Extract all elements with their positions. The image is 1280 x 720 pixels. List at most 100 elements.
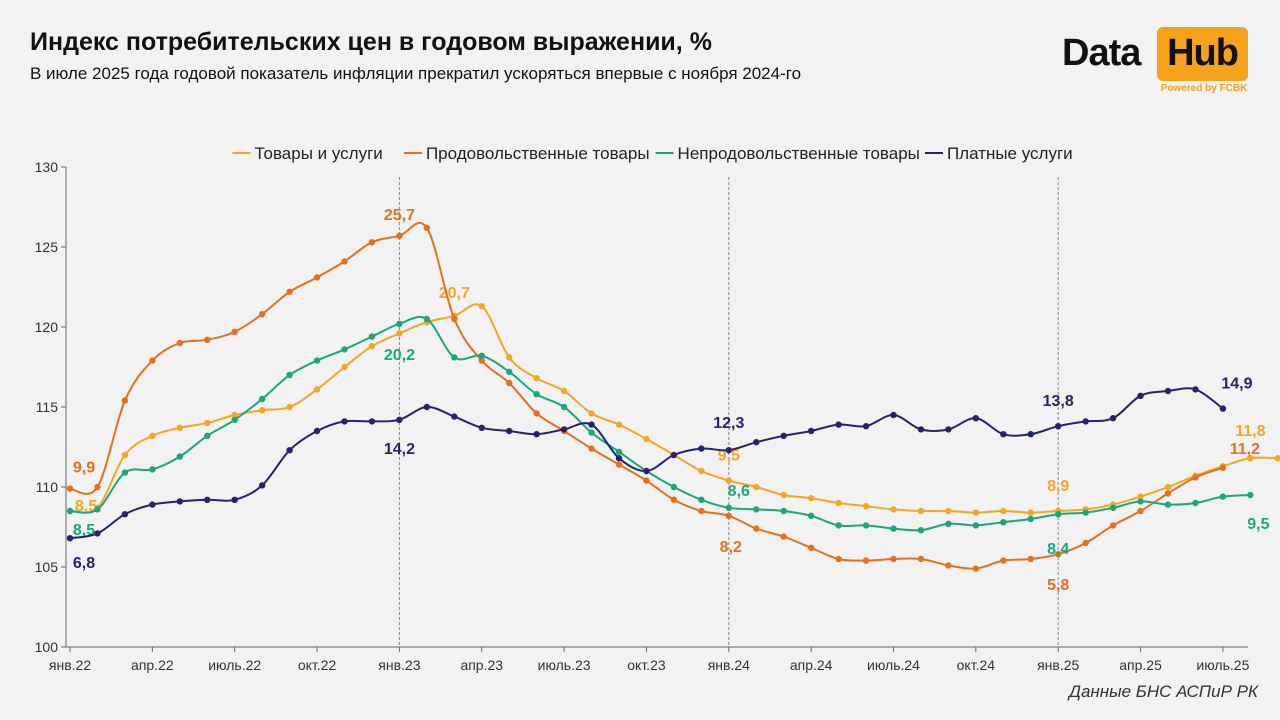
data-point [423, 315, 431, 323]
data-point [725, 504, 732, 511]
data-point [1109, 415, 1117, 422]
data-point [972, 522, 980, 529]
data-point [1137, 392, 1144, 399]
data-point [1219, 493, 1227, 500]
data-point [204, 432, 211, 439]
data-point [121, 511, 129, 518]
data-point [588, 429, 595, 436]
data-point [1247, 491, 1254, 499]
data-point [66, 485, 74, 492]
data-point [753, 525, 760, 532]
data-point [176, 498, 183, 505]
logo-word-hub: Hub [1167, 32, 1239, 74]
data-point [615, 461, 623, 468]
data-label: 9,9 [73, 460, 95, 477]
data-point [1027, 555, 1034, 563]
page-subtitle: В июле 2025 года годовой показатель инфл… [30, 64, 802, 83]
data-label: 11,2 [1230, 441, 1260, 458]
data-point [1027, 431, 1034, 438]
data-point [451, 413, 458, 420]
data-point [149, 357, 156, 364]
x-tick-label: июль.25 [1196, 657, 1249, 673]
data-point [506, 354, 513, 361]
data-point [121, 397, 129, 404]
data-point [698, 467, 705, 475]
data-point [121, 469, 129, 476]
data-point [176, 339, 183, 347]
data-label: 9,5 [718, 448, 740, 465]
data-point [780, 507, 787, 515]
data-point [506, 368, 513, 375]
data-label: 8,2 [720, 539, 742, 556]
data-point [890, 411, 897, 419]
x-tick-label: апр.22 [131, 657, 174, 673]
data-point [258, 407, 266, 414]
legend: Товары и услуги Продовольственные товары Н… [232, 144, 1073, 163]
data-point [533, 410, 540, 417]
data-point [560, 403, 568, 411]
series-2: 9,9 25,7 8,2 5,8 11,2 [66, 207, 1260, 594]
data-point [66, 507, 74, 515]
data-point [753, 483, 760, 491]
data-point [945, 562, 952, 569]
y-tick-label: 120 [35, 319, 59, 335]
data-point [835, 421, 842, 428]
data-point [1109, 522, 1117, 529]
data-point [1219, 464, 1227, 471]
data-label: 14,2 [384, 441, 415, 458]
data-point [176, 453, 183, 460]
series-1: 8,5 20,7 9,5 8,9 11,8 [66, 285, 1280, 516]
logo-hub-box: Hub [1157, 27, 1248, 81]
data-point [368, 239, 376, 246]
data-point [1109, 504, 1117, 511]
x-tick-label: окт.23 [627, 657, 666, 673]
data-label: 14,9 [1221, 376, 1252, 393]
data-point [890, 506, 897, 513]
data-point [478, 303, 485, 310]
data-point [396, 320, 403, 327]
data-point [890, 525, 897, 532]
x-tick-label: янв.24 [708, 657, 750, 673]
data-point [725, 477, 732, 484]
data-point [698, 445, 705, 452]
data-point [258, 395, 266, 403]
data-point [807, 427, 815, 435]
data-point [1192, 474, 1199, 481]
data-point [313, 357, 321, 364]
data-point [313, 427, 321, 435]
data-point [396, 330, 403, 337]
data-point [341, 258, 348, 265]
data-point [478, 357, 485, 364]
data-point [1137, 498, 1144, 505]
legend-entry: Продовольственные товары [426, 144, 650, 163]
data-point [807, 512, 815, 519]
data-point [368, 333, 376, 340]
series-3: 8,5 20,2 8,6 8,4 9,5 [66, 315, 1270, 558]
data-point [807, 544, 815, 551]
data-point [423, 224, 431, 231]
x-tick-label: июль.22 [208, 657, 261, 673]
x-tick-label: июль.24 [867, 657, 920, 673]
data-point [615, 455, 623, 462]
x-tick-label: окт.24 [957, 657, 996, 673]
data-point [231, 416, 238, 423]
data-point [835, 555, 842, 563]
data-point [478, 352, 485, 359]
data-point [286, 371, 293, 379]
x-tick-label: апр.24 [790, 657, 833, 673]
data-point [862, 503, 870, 510]
x-tick-label: апр.25 [1119, 657, 1162, 673]
data-point [1082, 539, 1089, 547]
data-point [1164, 501, 1172, 508]
data-point [1137, 507, 1144, 515]
data-point [1164, 387, 1172, 395]
data-point [533, 391, 540, 398]
data-point [258, 482, 266, 489]
data-point [698, 496, 705, 503]
x-tick-label: июль.23 [538, 657, 591, 673]
data-point [451, 354, 458, 361]
data-point [753, 439, 760, 446]
datahub-logo: Data Hub Powered by FCBK [1062, 26, 1252, 98]
y-tick-label: 115 [36, 399, 59, 415]
